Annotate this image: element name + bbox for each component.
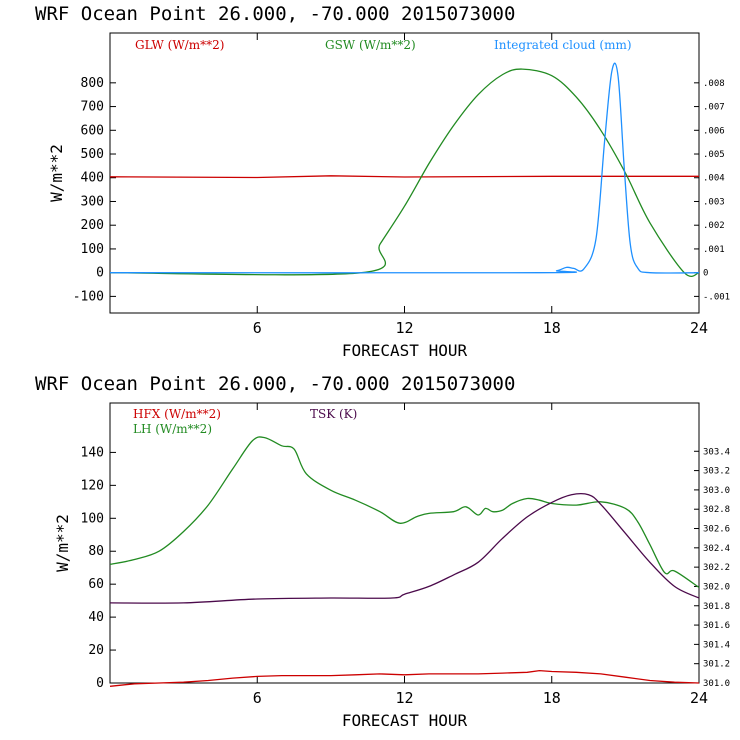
y2-tick-label: 302.4: [703, 544, 730, 554]
y-axis-label: W/m**2: [53, 514, 72, 572]
x-tick-label: 12: [395, 689, 413, 707]
series-line-hfx: [109, 669, 700, 687]
series-line-glw: [109, 175, 699, 179]
y2-tick-label: .001: [703, 245, 725, 255]
y-tick-label: 140: [81, 445, 104, 460]
y2-tick-label: 303.0: [703, 486, 730, 496]
plot-frame: [109, 402, 700, 684]
y2-tick-label: 0: [703, 269, 708, 279]
y2-tick-label: -.001: [703, 292, 730, 302]
y-tick-label: 0: [96, 266, 104, 281]
y-tick-label: 800: [81, 76, 104, 91]
y-tick-label: 400: [81, 171, 104, 186]
x-tick-label: 18: [543, 689, 561, 707]
y2-tick-label: 301.4: [703, 640, 730, 650]
y-tick-label: 500: [81, 147, 104, 162]
legend-lh: LH (W/m**2): [133, 422, 212, 436]
x-tick-label: 24: [690, 689, 708, 707]
y2-tick-label: .002: [703, 221, 725, 231]
y-tick-label: 600: [81, 123, 104, 138]
panel-heat-flux: WRF Ocean Point 26.000, -70.000 20150730…: [35, 373, 730, 730]
y2-tick-label: 302.2: [703, 563, 730, 573]
y-tick-label: 100: [81, 511, 104, 526]
legend-hfx: HFX (W/m**2): [133, 407, 221, 421]
x-tick-label: 18: [543, 319, 561, 337]
series-line-gsw: [109, 68, 700, 277]
x-axis-label: FORECAST HOUR: [342, 341, 468, 360]
y-tick-label: 20: [88, 643, 104, 658]
legend-integrated: Integrated cloud (mm): [494, 38, 632, 52]
y-tick-label: 200: [81, 218, 104, 233]
y-tick-label: 80: [88, 544, 104, 559]
y2-tick-label: .005: [703, 150, 725, 160]
x-tick-label: 6: [253, 319, 262, 337]
y2-tick-label: 301.6: [703, 621, 730, 631]
y2-tick-label: 302.8: [703, 505, 730, 515]
y2-tick-label: 303.2: [703, 467, 730, 477]
series-line-integrated: [109, 62, 700, 274]
y2-tick-label: 302.0: [703, 582, 730, 592]
y2-tick-label: .004: [703, 174, 725, 184]
x-axis-label: FORECAST HOUR: [342, 711, 468, 730]
series-line-tsk: [109, 492, 700, 604]
y-axis-label: W/m**2: [47, 144, 66, 202]
chart-title: WRF Ocean Point 26.000, -70.000 20150730…: [35, 3, 515, 25]
y2-tick-label: .003: [703, 197, 725, 207]
y2-tick-label: .007: [703, 103, 725, 113]
chart-title: WRF Ocean Point 26.000, -70.000 20150730…: [35, 373, 515, 395]
series-line-lh: [109, 436, 700, 589]
y2-tick-label: 302.6: [703, 525, 730, 535]
y2-tick-label: 301.8: [703, 602, 730, 612]
y-tick-label: 0: [96, 676, 104, 691]
y-tick-label: 120: [81, 478, 104, 493]
y-tick-label: 60: [88, 577, 104, 592]
panel-solar-radiation: WRF Ocean Point 26.000, -70.000 20150730…: [35, 3, 730, 360]
y2-tick-label: .008: [703, 79, 725, 89]
y-tick-label: 300: [81, 194, 104, 209]
legend-tsk: TSK (K): [310, 407, 357, 421]
y-tick-label: 700: [81, 100, 104, 115]
y-tick-label: 100: [81, 242, 104, 257]
x-tick-label: 24: [690, 319, 708, 337]
y2-tick-label: .006: [703, 126, 725, 136]
x-tick-label: 6: [253, 689, 262, 707]
y2-tick-label: 301.2: [703, 660, 730, 670]
y-tick-label: -100: [73, 289, 104, 304]
y2-tick-label: 301.0: [703, 679, 730, 689]
y2-tick-label: 303.4: [703, 447, 730, 457]
legend-gsw: GSW (W/m**2): [325, 38, 416, 52]
x-tick-label: 12: [395, 319, 413, 337]
legend-glw: GLW (W/m**2): [135, 38, 224, 52]
y-tick-label: 40: [88, 610, 104, 625]
